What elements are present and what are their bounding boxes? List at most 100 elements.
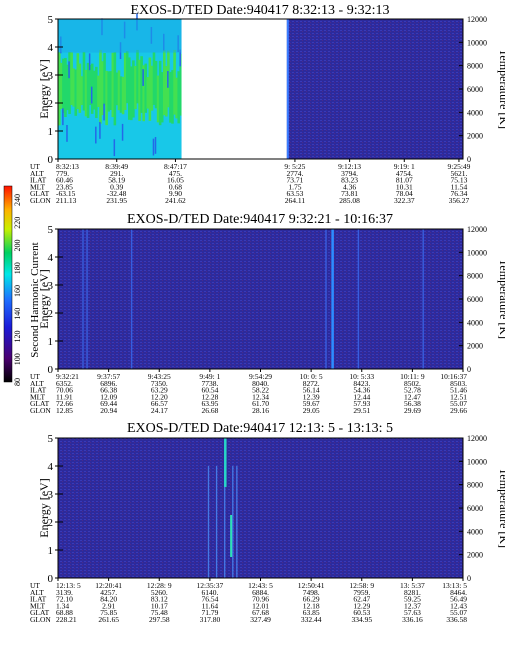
spectrogram-cell [142,65,145,122]
spectrogram-cell [357,229,360,369]
spectrogram-cell [173,49,176,115]
orbit-value: 0.68 [169,182,182,191]
y-tick-label: 0 [48,154,54,166]
spectrogram-cell [62,58,65,114]
orbit-row-label: ILAT [30,386,47,395]
spectrogram-cell [286,19,289,159]
y2-tick-label: 4000 [467,108,483,117]
orbit-value: 63.53 [286,189,303,198]
y2-tick-label: 0 [467,365,471,374]
spectrogram-cell [148,57,152,121]
spectrogram-cell [167,70,169,88]
orbit-value: 55.07 [450,608,467,617]
spectrogram-cell [68,51,71,114]
orbit-value: 76.34 [451,189,468,198]
orbit-value: 1.34 [56,601,69,610]
y2-tick-label: 2000 [467,132,483,141]
orbit-time-label: 10: 5:33 [349,372,374,381]
spectrogram-cell [86,229,88,369]
y-axis-label: Energy [eV] [37,478,51,537]
panel-title: EXOS-D/TED Date:940417 8:32:13 - 9:32:13 [131,3,390,18]
y2-tick-label: 8000 [467,272,483,281]
y-tick-label: 5 [48,224,54,236]
orbit-value: 66.57 [151,399,168,408]
orbit-value: 71.79 [201,608,218,617]
orbit-value: 63.29 [151,386,168,395]
spectrogram-cell [169,71,172,123]
spectrogram-cell [82,229,84,369]
orbit-time-label: 12:20:41 [95,581,122,590]
orbit-value: 75.85 [100,608,117,617]
orbit-value: 56.49 [450,595,467,604]
spectrogram-cell [107,71,110,112]
y2-axis-label: Temperature [K] [497,49,505,129]
orbit-value: 8423. [353,379,370,388]
orbit-value: 67.68 [252,608,269,617]
orbit-value: 264.11 [285,196,306,205]
orbit-value: 12.85 [56,406,73,415]
spectrogram-cell [58,52,61,126]
orbit-value: 52.78 [404,386,421,395]
orbit-value: 211.13 [56,196,77,205]
spectrogram-cell [103,53,106,106]
orbit-value: 241.62 [165,196,186,205]
orbit-value: 8464. [450,588,467,597]
y2-tick-label: 0 [467,574,471,583]
orbit-value: 12.44 [353,392,370,401]
orbit-value: 70.06 [56,386,73,395]
orbit-value: 231.95 [106,196,127,205]
orbit-value: 261.65 [98,615,119,624]
y-tick-label: 2 [48,517,54,529]
y2-tick-label: 8000 [467,481,483,490]
orbit-time-label: 12:50:41 [298,581,325,590]
orbit-value: 6896. [100,379,117,388]
orbit-value: 29.51 [353,406,370,415]
orbit-value: 12.01 [252,601,269,610]
spectrogram-cell [103,103,105,121]
spectrogram-cell [154,60,158,109]
spectrogram-cell [325,229,327,369]
spectrogram-cell [146,77,150,109]
colorbar: 240 220 200 180 160 140 120 100 80 Second Harmoni… [3,185,41,386]
spectrogram-cell [224,438,227,487]
spectrogram-cell [125,51,129,104]
spectrogram-cell [62,108,64,126]
orbit-value: 51.46 [450,386,467,395]
orbit-value: 29.69 [404,406,421,415]
y-tick-label: 1 [48,126,54,138]
orbit-value: 12.37 [404,601,421,610]
spectrogram-cell [121,123,124,141]
colorbar-label: Second Harmonic Current [29,242,41,357]
orbit-row-label: GLON [30,196,51,205]
spectrogram-cell [171,70,174,124]
spectrogram-cell [152,138,155,156]
orbit-value: 12.39 [303,392,320,401]
orbit-value: 75.13 [451,176,468,185]
orbit-value: 84.20 [100,595,117,604]
orbit-value: 62.47 [353,595,370,604]
orbit-value: 3794. [341,169,358,178]
orbit-value: 59.25 [404,595,421,604]
spectrogram-cell [236,466,238,578]
orbit-value: 12.34 [252,392,269,401]
orbit-time-label: 12:13: 5 [56,581,81,590]
panel-title: EXOS-D/TED Date:940417 12:13: 5 - 13:13:… [127,421,393,436]
orbit-row-label: MLT [30,392,46,401]
y2-tick-label: 4000 [467,318,483,327]
orbit-value: 75.48 [151,608,168,617]
y2-tick-label: 12000 [467,15,487,24]
orbit-value: 81.07 [396,176,413,185]
spectrogram-cell [84,69,88,117]
orbit-value: 54.36 [353,386,370,395]
orbit-value: 16.05 [167,176,184,185]
spectrogram-cell [60,62,63,110]
spectrogram-cell [99,49,102,124]
orbit-row-label: GLON [30,615,51,624]
colorbar-tick-label: 140 [13,308,22,320]
orbit-value: 12.47 [404,392,421,401]
spectrogram-cell [86,62,90,118]
spectrogram-cell [66,125,68,142]
spectrogram-cell [136,49,139,104]
